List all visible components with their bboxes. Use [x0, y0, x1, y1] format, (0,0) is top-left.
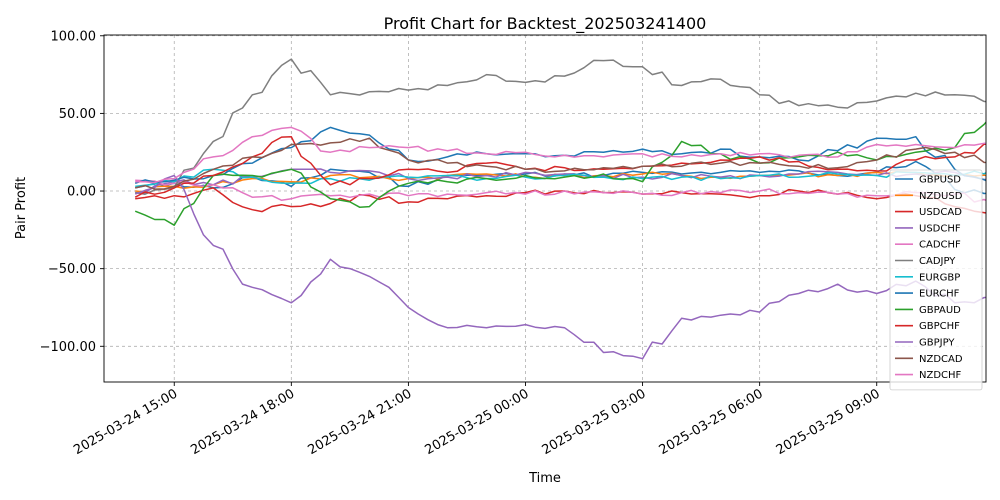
series-line-nzdcad [135, 137, 986, 190]
chart-title: Profit Chart for Backtest_202503241400 [384, 14, 707, 34]
y-tick-label: 0.00 [67, 185, 96, 200]
x-axis-label: Time [528, 471, 561, 486]
legend-entry: GBPJPY [919, 338, 955, 349]
legend-entry: NZDCAD [919, 354, 963, 365]
legend-entry: USDCAD [919, 207, 962, 218]
legend: GBPUSD NZDUSD USDCAD USDCHF CADCHF CADJPY EURG… [889, 169, 983, 391]
y-tick-label: 50.00 [59, 107, 96, 122]
series-layer [134, 58, 986, 360]
y-axis: 100.00 50.00 0.00 −50.00 −100.00 [40, 29, 104, 355]
plot-frame [103, 34, 987, 383]
legend-entry: GBPUSD [919, 175, 961, 186]
legend-entry: EURCHF [919, 289, 960, 300]
legend-entry: CADCHF [919, 240, 961, 251]
series-line-gbpaud [134, 121, 986, 226]
y-axis-label: Pair Profit [14, 177, 29, 239]
series-line-cadchf [135, 179, 986, 203]
y-tick-label: −100.00 [40, 340, 96, 355]
y-tick-label: −50.00 [48, 262, 96, 277]
legend-entry: NZDCHF [919, 370, 962, 381]
legend-box [889, 169, 983, 391]
legend-entry: NZDUSD [919, 191, 963, 202]
legend-entry: USDCHF [919, 223, 961, 234]
y-tick-label: 100.00 [51, 29, 97, 44]
series-line-nzdchf [135, 126, 986, 184]
series-line-eurgbp [135, 168, 986, 188]
legend-entry: EURGBP [919, 272, 960, 283]
legend-entry: CADJPY [919, 256, 956, 267]
series-line-gbpjpy [134, 174, 986, 360]
legend-entry: GBPAUD [919, 305, 961, 316]
legend-entry: GBPCHF [919, 321, 960, 332]
series-line-cadjpy [135, 58, 986, 195]
